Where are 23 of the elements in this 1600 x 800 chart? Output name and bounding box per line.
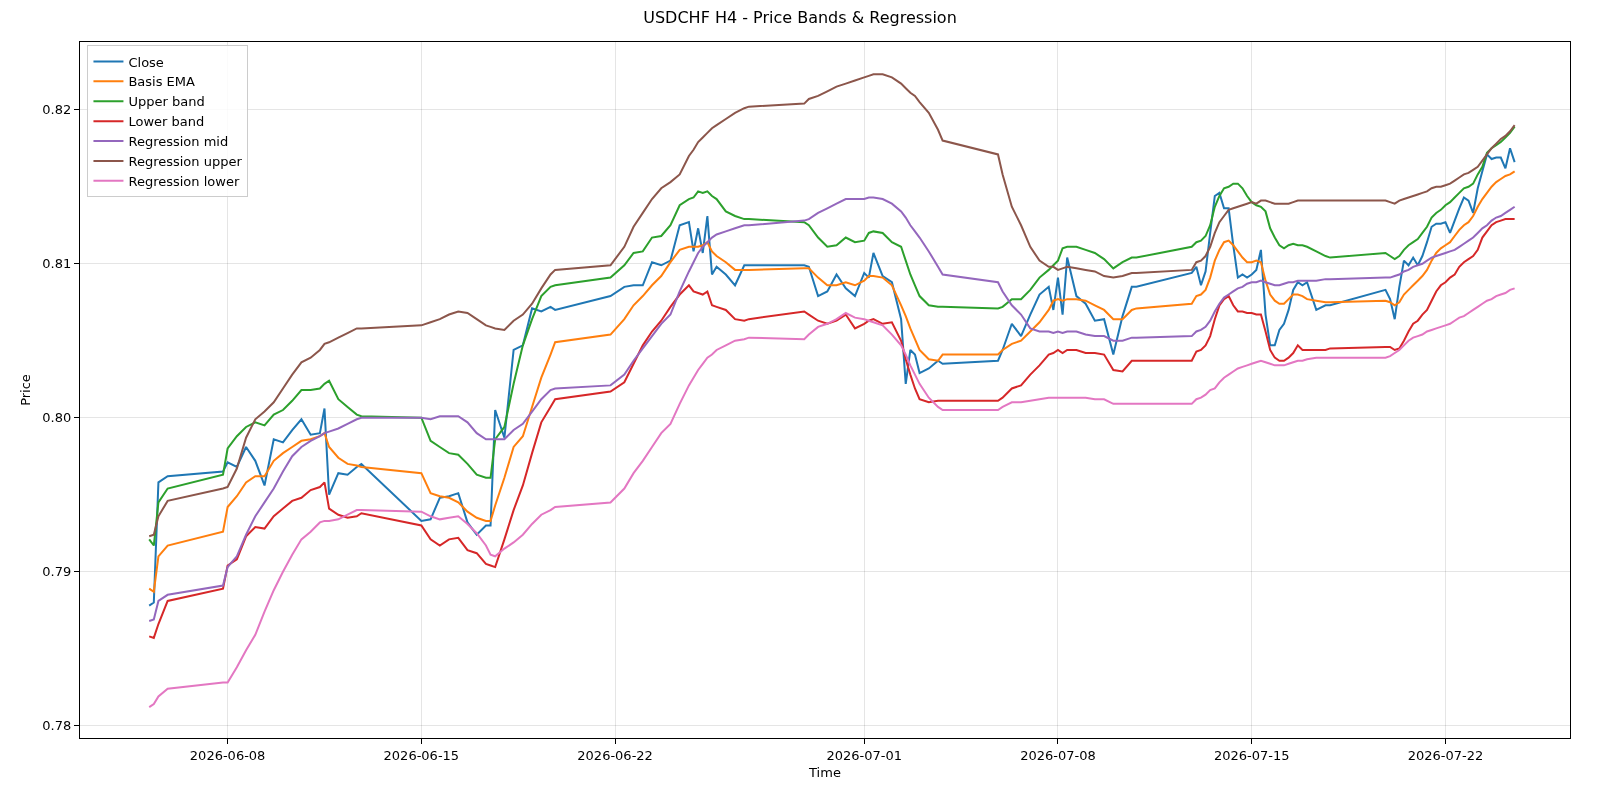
legend-label: Close <box>128 54 164 70</box>
y-tick-label: 0.80 <box>42 410 72 426</box>
y-tick-label: 0.79 <box>42 564 72 580</box>
legend-label: Upper band <box>128 94 205 110</box>
chart-title: USDCHF H4 - Price Bands & Regression <box>643 8 957 28</box>
line-series <box>148 287 1516 709</box>
x-tick-label: 2026-06-08 <box>189 747 266 763</box>
y-tick-label: 0.81 <box>42 256 72 272</box>
legend-label: Regression mid <box>128 134 229 150</box>
y-tick-label: 0.78 <box>42 718 72 734</box>
y-tick-label: 0.82 <box>42 102 72 118</box>
x-tick-label: 2026-07-22 <box>1407 747 1484 763</box>
legend-label: Regression lower <box>128 173 240 189</box>
x-tick-label: 2026-06-22 <box>577 747 653 763</box>
legend-label: Lower band <box>128 114 205 130</box>
x-tick-label: 2026-07-01 <box>826 747 902 763</box>
legend-label: Basis EMA <box>128 74 196 90</box>
x-tick-label: 2026-07-08 <box>1020 747 1096 763</box>
y-axis-title: Price <box>18 374 34 406</box>
x-axis-title: Time <box>808 765 841 781</box>
x-tick-label: 2026-07-15 <box>1213 747 1290 763</box>
x-tick-label: 2026-06-15 <box>383 747 460 763</box>
legend-label: Regression upper <box>128 154 243 169</box>
